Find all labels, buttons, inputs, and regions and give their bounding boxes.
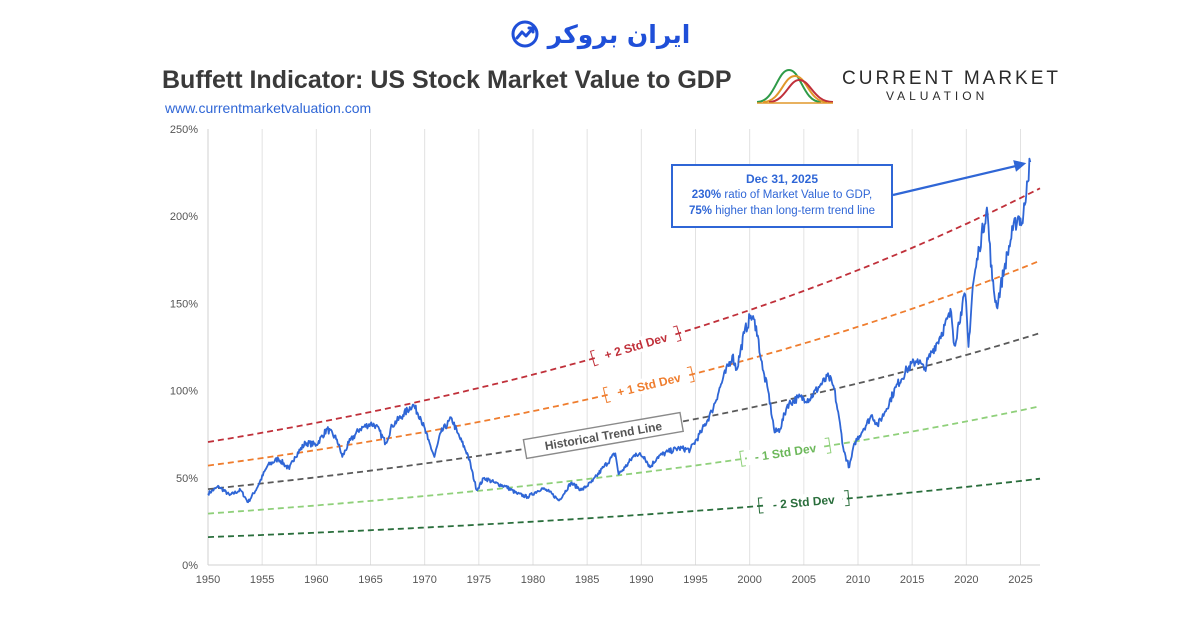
publisher-logo: CURRENT MARKET VALUATION [755,64,1058,108]
band-label-bracket [602,386,611,404]
x-tick-label: 2015 [900,574,924,586]
latest-value-callout: Dec 31, 2025 230% ratio of Market Value … [671,164,893,228]
x-tick-label: 2000 [737,574,761,586]
band-label-bracket [686,366,695,383]
x-tick-label: 1980 [521,574,545,586]
callout-line-2-text: higher than long-term trend line [712,205,876,217]
band-label-bracket [757,497,764,514]
logo-text-primary: CURRENT MARKET [842,68,1061,89]
callout-line-1-text: ratio of Market Value to GDP, [721,189,873,201]
x-tick-label: 2005 [792,574,816,586]
band-label: + 1 Std Dev [616,371,683,400]
y-tick-label: 200% [170,211,198,223]
band-line [207,332,1041,490]
band-label-box [522,411,685,460]
y-tick-label: 250% [170,124,198,136]
x-tick-label: 1970 [412,574,436,586]
band-label-group: + 1 Std Dev [602,366,695,404]
x-tick-label: 1960 [304,574,328,586]
series-line [207,157,1032,504]
logo-text-secondary: VALUATION [886,89,989,103]
y-tick-label: 0% [182,560,198,572]
band-label-group: - 2 Std Dev [757,489,850,514]
brand-header: ایران بروکر [0,16,1200,52]
brand-logo-icon [511,20,539,48]
x-tick-label: 1955 [250,574,274,586]
x-tick-label: 2025 [1008,574,1032,586]
band-label-bracket [739,450,747,467]
callout-value: 230% [691,189,722,201]
callout-arrow-head [1013,160,1027,172]
y-tick-label: 50% [176,473,198,485]
x-tick-label: 1990 [629,574,653,586]
band-label-bg [596,327,676,365]
callout-date: Dec 31, 2025 [745,172,819,186]
x-tick-label: 1975 [467,574,491,586]
y-tick-label: 100% [170,386,198,398]
band-line [207,187,1041,443]
callout-line-2: 75% higher than long-term trend line [673,203,891,219]
band-label-group: Historical Trend Line [522,411,685,460]
x-tick-label: 1950 [196,574,220,586]
band-label-bg [764,491,844,513]
x-tick-label: 2010 [846,574,870,586]
band-label-bracket [672,325,682,342]
band-label-group: - 1 Std Dev [739,437,832,467]
band-label-bracket [824,437,832,454]
x-tick-label: 1995 [683,574,707,586]
callout-arrow-line [892,164,1018,197]
x-tick-label: 2020 [954,574,978,586]
x-tick-label: 1965 [358,574,382,586]
band-line [207,477,1041,538]
callout-line-1: 230% ratio of Market Value to GDP, [673,187,891,203]
band-label: - 2 Std Dev [772,493,835,512]
source-url: www.currentmarketvaluation.com [165,100,372,116]
band-label-bracket [843,489,850,507]
band-label: - 1 Std Dev [754,441,818,464]
bell-curves-icon [756,68,834,104]
callout-arrow [892,160,1027,197]
market-cap-to-gdp-series [207,157,1032,504]
brand-name: ایران بروکر [547,19,691,49]
chart-axes: 1950 1955 1960 1965 1970 1975 1980 1985 1990 1995… [170,124,1040,586]
x-tick-label: 1985 [575,574,599,586]
band-label-group: + 2 Std Dev [589,325,682,367]
band-label-bracket [589,349,599,367]
page-title: Buffett Indicator: US Stock Market Value… [162,66,732,94]
y-tick-label: 150% [170,298,198,310]
band-label: + 2 Std Dev [603,330,670,362]
band-label-bg [745,438,825,466]
band-label-bg [609,368,689,402]
callout-percent: 75% [688,205,712,217]
